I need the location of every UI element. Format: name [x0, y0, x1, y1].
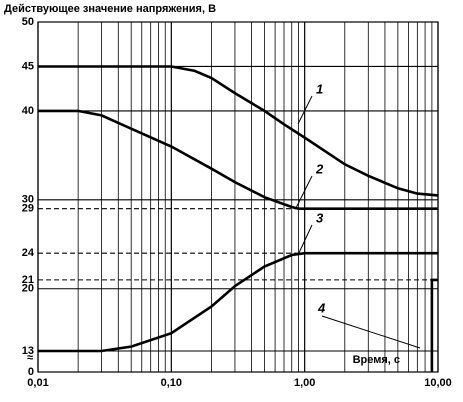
y-tick-label: 40 [22, 105, 34, 117]
annotation-leaders [295, 95, 421, 349]
x-tick-label: 10,00 [424, 377, 452, 389]
axis-break: ≈ [27, 352, 33, 364]
x-tick-label: 0,10 [161, 377, 182, 389]
x-tick-label: 1,00 [294, 377, 315, 389]
y-tick-label: 21 [22, 274, 34, 286]
y-tick-label: 20 [22, 283, 34, 295]
annotation: 3 [316, 210, 324, 225]
x-axis-label: Время, с [353, 354, 400, 366]
chart-title: Действующее значение напряжения, В [4, 3, 216, 15]
x-tick-label: 0,01 [27, 377, 48, 389]
annotation: 4 [317, 300, 326, 315]
annotation: 2 [315, 161, 324, 176]
y-tick-label: 0 [28, 366, 34, 378]
annotation: 1 [316, 81, 323, 96]
y-tick-label: 29 [22, 203, 34, 215]
y-tick-label: 24 [22, 247, 35, 259]
series-line [430, 278, 438, 372]
y-tick-label: 30 [22, 194, 34, 206]
y-tick-label: 13 [22, 345, 34, 357]
series-line [38, 65, 439, 197]
plot-frame [37, 21, 439, 373]
series-line [38, 109, 438, 210]
series-line [38, 251, 438, 353]
y-tick-label: 45 [22, 60, 34, 72]
y-tick-label: 50 [22, 16, 34, 28]
